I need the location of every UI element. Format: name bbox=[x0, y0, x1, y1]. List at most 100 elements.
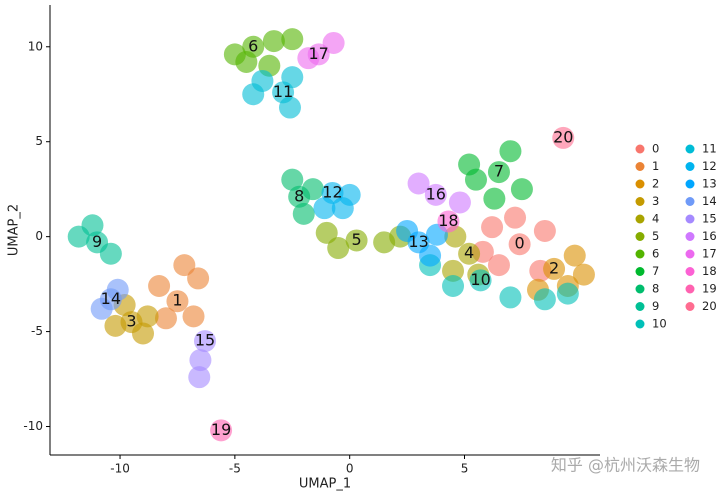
cluster-label: 16 bbox=[426, 184, 446, 203]
cluster-label: 17 bbox=[309, 44, 329, 63]
legend-label: 15 bbox=[702, 212, 717, 226]
legend-key bbox=[635, 197, 645, 206]
legend-label: 13 bbox=[702, 177, 717, 191]
legend-label: 1 bbox=[652, 159, 659, 173]
cluster-label: 14 bbox=[101, 289, 121, 308]
point bbox=[458, 153, 481, 176]
point bbox=[188, 366, 211, 389]
x-tick-label: -10 bbox=[110, 462, 130, 476]
legend-label: 4 bbox=[652, 212, 659, 226]
legend-label: 9 bbox=[652, 299, 659, 313]
legend-key bbox=[635, 284, 645, 294]
point bbox=[292, 202, 315, 225]
point bbox=[448, 191, 471, 214]
cluster-label: 8 bbox=[294, 186, 304, 205]
point bbox=[458, 242, 481, 265]
legend-label: 8 bbox=[652, 282, 659, 296]
legend-key bbox=[635, 267, 645, 276]
point bbox=[533, 288, 556, 311]
point bbox=[281, 28, 304, 51]
point bbox=[442, 259, 465, 282]
cluster-label: 20 bbox=[553, 127, 573, 146]
legend-label: 14 bbox=[702, 194, 717, 208]
legend-label: 2 bbox=[652, 177, 659, 191]
point bbox=[483, 187, 506, 210]
legend-key bbox=[685, 214, 695, 224]
legend-key bbox=[685, 249, 695, 259]
point bbox=[510, 178, 533, 201]
point bbox=[499, 140, 522, 163]
point bbox=[556, 282, 579, 305]
point bbox=[552, 126, 575, 149]
legend-label: 16 bbox=[702, 229, 717, 243]
point bbox=[242, 83, 265, 106]
cluster-label: 11 bbox=[273, 82, 293, 101]
point bbox=[132, 322, 155, 345]
point bbox=[90, 297, 113, 320]
legend-key bbox=[685, 302, 695, 311]
point bbox=[469, 269, 492, 292]
x-tick-label: 5 bbox=[461, 462, 469, 476]
point bbox=[104, 314, 127, 337]
point bbox=[194, 330, 217, 353]
point bbox=[148, 275, 171, 298]
legend-key bbox=[635, 232, 645, 241]
point bbox=[424, 183, 447, 206]
legend-key bbox=[685, 284, 695, 294]
point bbox=[419, 244, 442, 267]
cluster-label: 1 bbox=[172, 291, 182, 310]
x-tick-label: 0 bbox=[346, 462, 354, 476]
point bbox=[297, 47, 320, 70]
point bbox=[543, 257, 566, 280]
point bbox=[278, 96, 301, 119]
point bbox=[396, 219, 419, 242]
legend-key bbox=[685, 232, 695, 241]
point bbox=[173, 254, 196, 277]
y-tick-label: 0 bbox=[35, 229, 43, 243]
legend-label: 10 bbox=[652, 317, 667, 331]
cluster-label: 18 bbox=[438, 211, 458, 230]
point bbox=[327, 237, 350, 260]
legend-label: 7 bbox=[652, 264, 659, 278]
legend-key bbox=[635, 319, 645, 329]
points bbox=[67, 28, 595, 442]
watermark: 知乎 @杭州沃森生物 bbox=[551, 456, 700, 475]
legend-key bbox=[685, 267, 695, 276]
point bbox=[166, 290, 189, 313]
point bbox=[487, 161, 510, 184]
point bbox=[67, 225, 90, 248]
y-tick-label: 5 bbox=[35, 134, 43, 148]
point bbox=[281, 66, 304, 89]
point bbox=[442, 275, 465, 298]
point bbox=[315, 221, 338, 244]
point bbox=[481, 216, 504, 239]
legend-key bbox=[685, 144, 695, 154]
legend-key bbox=[635, 179, 645, 189]
point bbox=[106, 278, 129, 301]
legend-key bbox=[635, 302, 645, 311]
point bbox=[487, 254, 510, 277]
cluster-label: 4 bbox=[464, 243, 474, 262]
cluster-label: 6 bbox=[248, 36, 258, 55]
point bbox=[210, 419, 233, 442]
point bbox=[99, 242, 122, 265]
cluster-label: 13 bbox=[408, 232, 428, 251]
legend-label: 3 bbox=[652, 194, 659, 208]
cluster-label: 0 bbox=[515, 234, 525, 253]
point bbox=[563, 244, 586, 267]
legend-key bbox=[635, 162, 645, 171]
cluster-label: 9 bbox=[92, 232, 102, 251]
legend-label: 17 bbox=[702, 247, 717, 261]
legend-label: 11 bbox=[702, 142, 717, 156]
point bbox=[235, 50, 258, 73]
x-axis-title: UMAP_1 bbox=[299, 477, 351, 492]
legend-key bbox=[685, 162, 695, 171]
cluster-label: 19 bbox=[211, 420, 231, 439]
point bbox=[331, 197, 354, 220]
legend-label: 19 bbox=[702, 282, 717, 296]
legend-label: 18 bbox=[702, 264, 717, 278]
point bbox=[301, 178, 324, 201]
cluster-label: 10 bbox=[470, 270, 490, 289]
point bbox=[322, 31, 345, 54]
